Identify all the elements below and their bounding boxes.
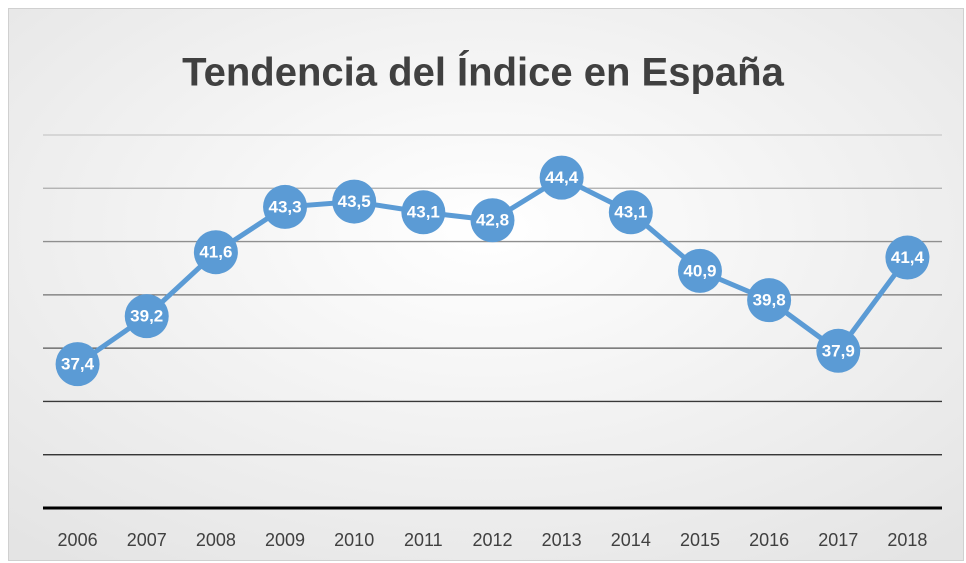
data-label: 41,6 [199, 243, 232, 262]
data-point [55, 342, 100, 387]
x-tick-label: 2009 [265, 530, 305, 550]
data-label: 37,9 [822, 341, 855, 360]
data-point [124, 294, 169, 339]
x-tick-label: 2017 [818, 530, 858, 550]
data-point [608, 190, 653, 235]
x-tick-label: 2008 [196, 530, 236, 550]
data-label: 43,5 [338, 192, 371, 211]
x-tick-label: 2016 [749, 530, 789, 550]
x-tick-label: 2015 [680, 530, 720, 550]
data-label: 39,8 [753, 291, 786, 310]
data-label: 37,4 [61, 355, 95, 374]
x-tick-label: 2011 [404, 530, 443, 550]
data-point [263, 184, 308, 229]
data-point [677, 248, 722, 293]
data-label: 43,3 [268, 197, 301, 216]
data-point [470, 198, 515, 243]
data-label: 40,9 [683, 261, 716, 280]
chart-title: Tendencia del Índice en España [182, 50, 784, 95]
data-point [193, 230, 238, 275]
data-label: 42,8 [476, 211, 509, 230]
data-label: 39,2 [130, 307, 163, 326]
data-point [332, 179, 377, 224]
x-tick-label: 2006 [58, 530, 98, 550]
data-label: 41,4 [891, 248, 925, 267]
data-point [401, 190, 446, 235]
data-label: 44,4 [545, 168, 579, 187]
x-tick-label: 2014 [611, 530, 651, 550]
x-tick-label: 2013 [542, 530, 582, 550]
data-point [816, 328, 861, 373]
data-label: 43,1 [614, 203, 647, 222]
data-label: 43,1 [407, 203, 440, 222]
x-tick-label: 2010 [334, 530, 374, 550]
x-tick-label: 2012 [472, 530, 512, 550]
data-point [747, 278, 792, 323]
chart-area [8, 8, 964, 561]
data-point [885, 235, 930, 280]
x-tick-label: 2018 [887, 530, 927, 550]
data-point [539, 155, 584, 200]
x-tick-label: 2007 [127, 530, 167, 550]
